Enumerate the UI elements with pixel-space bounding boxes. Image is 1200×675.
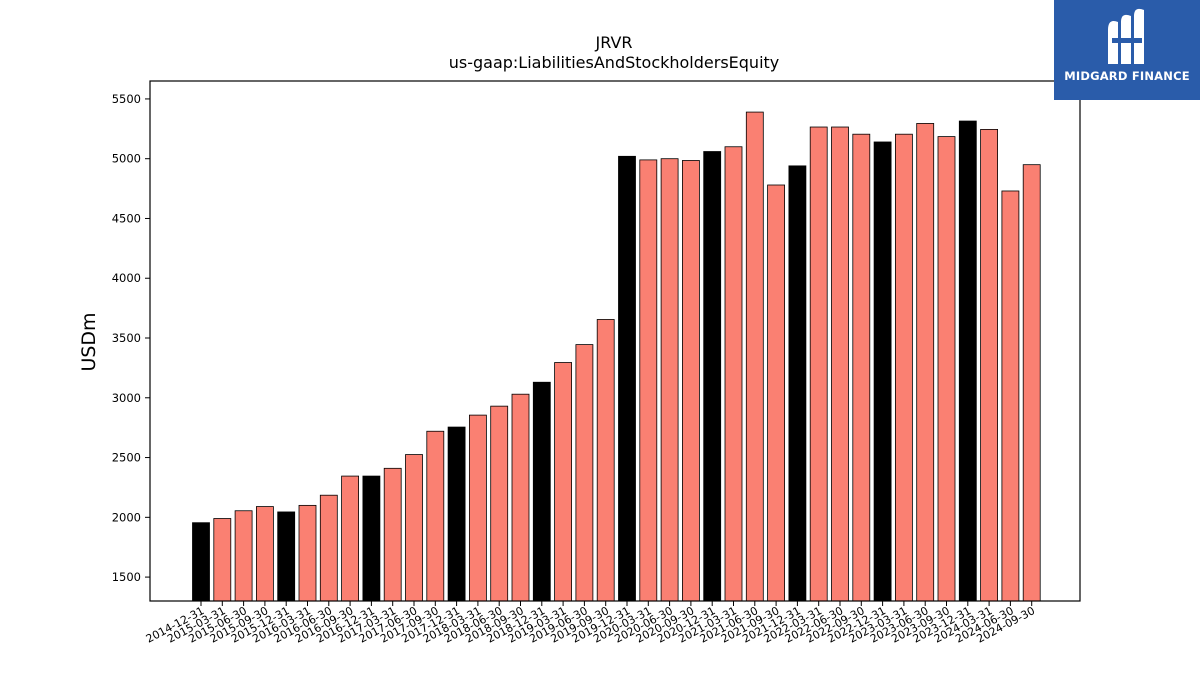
bar-2022-03-31 xyxy=(809,126,828,602)
y-tick-label: 5500 xyxy=(112,92,141,106)
bar-2016-06-30 xyxy=(319,494,338,602)
y-tick-label: 4000 xyxy=(112,271,141,285)
bar-2019-06-30 xyxy=(575,344,594,602)
chart-subtitle: us-gaap:LiabilitiesAndStockholdersEquity xyxy=(449,53,780,72)
x-ticks-group: 2014-12-312015-03-312015-06-302015-09-30… xyxy=(144,601,1037,646)
bar-2021-09-30 xyxy=(767,184,785,602)
y-tick-label: 1500 xyxy=(112,570,141,584)
bar-2019-12-31 xyxy=(618,155,636,602)
bar-2017-06-30 xyxy=(405,454,423,602)
bar-2023-12-31 xyxy=(958,120,977,602)
y-tick-label: 4500 xyxy=(112,211,141,225)
y-ticks-group: 1500 2000 2500 3000 3500 4000 4500 5000 5500 xyxy=(112,92,150,584)
bar-2024-09-30 xyxy=(1022,164,1041,602)
bar-2023-09-30 xyxy=(937,136,956,602)
bar-2017-03-31 xyxy=(383,467,402,602)
bar-2021-03-31 xyxy=(724,146,743,602)
bar-2020-06-30 xyxy=(660,158,679,602)
bar-2020-12-31 xyxy=(703,151,722,602)
y-tick-label: 5000 xyxy=(112,152,141,166)
bar-2021-06-30 xyxy=(745,111,764,602)
bar-2018-06-30 xyxy=(490,405,509,602)
bar-2022-12-31 xyxy=(873,141,892,602)
bar-2015-12-31 xyxy=(277,511,296,602)
bar-2018-12-31 xyxy=(532,381,551,602)
bar-2023-03-31 xyxy=(895,133,913,602)
bar-2016-12-31 xyxy=(362,475,381,602)
y-axis-label: USDm xyxy=(78,312,100,371)
y-tick-label: 2500 xyxy=(112,451,141,465)
bar-2015-03-31 xyxy=(213,518,232,602)
logo: MIDGARD FINANCE xyxy=(1054,0,1200,100)
y-tick-label: 2000 xyxy=(112,510,141,524)
logo-text: MIDGARD FINANCE xyxy=(1064,69,1190,83)
bar-2014-12-31 xyxy=(192,522,210,602)
midgard-logo-icon xyxy=(1108,8,1144,64)
chart-title: JRVR xyxy=(594,33,632,52)
bars-group xyxy=(192,111,1041,602)
bar-2019-09-30 xyxy=(596,319,615,602)
bar-2018-03-31 xyxy=(468,414,487,602)
bar-2017-12-31 xyxy=(447,426,466,602)
bar-2017-09-30 xyxy=(426,430,445,602)
bar-2022-09-30 xyxy=(852,133,871,602)
bar-2020-09-30 xyxy=(682,160,700,602)
y-tick-label: 3500 xyxy=(112,331,141,345)
bar-2019-03-31 xyxy=(554,362,572,602)
bar-2024-06-30 xyxy=(1001,190,1020,602)
bar-2024-03-31 xyxy=(980,129,998,602)
bar-2015-06-30 xyxy=(234,510,253,602)
bar-2016-03-31 xyxy=(298,504,317,602)
y-tick-label: 3000 xyxy=(112,391,141,405)
bar-2016-09-30 xyxy=(341,475,360,602)
plot-frame xyxy=(149,80,1081,602)
bar-2022-06-30 xyxy=(831,126,849,602)
bar-2018-09-30 xyxy=(511,393,530,602)
bar-2023-06-30 xyxy=(916,123,935,602)
bar-2015-09-30 xyxy=(255,506,274,602)
bar-2020-03-31 xyxy=(639,159,658,602)
bar-2021-12-31 xyxy=(788,165,807,602)
